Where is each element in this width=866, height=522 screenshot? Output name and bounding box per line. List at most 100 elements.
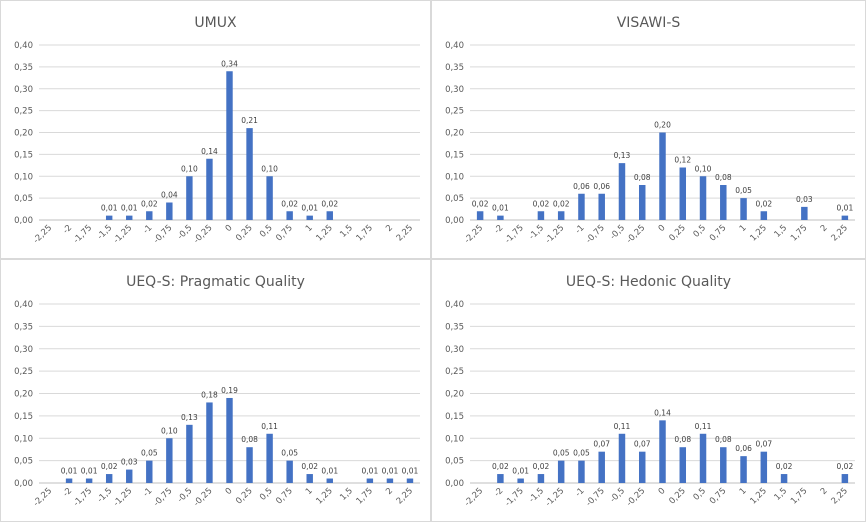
data-label: 0,01 (61, 467, 78, 476)
data-label: 0,02 (533, 199, 550, 208)
data-label: 0,02 (321, 199, 338, 208)
bar-umux-4 (126, 215, 133, 220)
data-label: 0,02 (492, 462, 509, 471)
y-tick-label: 0,15 (14, 412, 33, 422)
y-tick-label: 0,05 (14, 457, 33, 467)
data-label: 0,01 (362, 467, 379, 476)
bar-ueq-s-pragmatic-5 (146, 460, 153, 483)
x-tick-label: 1,5 (338, 223, 355, 240)
bar-ueq-s-pragmatic-12 (286, 460, 293, 483)
bar-visawi-s-3 (537, 211, 545, 220)
data-label: 0,21 (241, 116, 258, 125)
x-tick-label: 0,5 (258, 486, 275, 503)
bar-ueq-s-pragmatic-2 (85, 478, 93, 483)
x-tick-label: -1,75 (503, 223, 526, 246)
data-label: 0,02 (101, 462, 118, 471)
bar-umux-3 (105, 215, 113, 220)
bar-ueq-s-hedonic-13 (740, 456, 747, 483)
x-tick-label: -2,25 (463, 486, 486, 509)
y-tick-label: 0,00 (14, 479, 33, 489)
x-tick-label: 1,25 (314, 486, 334, 506)
x-tick-label: 0,5 (692, 486, 709, 503)
x-tick-label: 0 (224, 486, 235, 497)
bar-umux-9 (226, 71, 233, 220)
bar-ueq-s-pragmatic-3 (105, 474, 113, 483)
bar-visawi-s-18 (841, 215, 849, 220)
y-tick-label: 0,10 (445, 172, 464, 182)
bar-ueq-s-pragmatic-14 (326, 478, 333, 483)
x-tick-label: -2,25 (32, 486, 55, 509)
bar-ueq-s-pragmatic-8 (206, 402, 213, 483)
data-label: 0,18 (201, 390, 218, 399)
data-label: 0,10 (181, 164, 198, 173)
bar-ueq-s-hedonic-14 (760, 451, 768, 483)
x-tick-label: 1 (738, 223, 749, 234)
data-label: 0,06 (593, 182, 610, 191)
data-label: 0,07 (593, 440, 610, 449)
bar-umux-11 (266, 176, 273, 220)
data-label: 0,02 (472, 199, 489, 208)
bar-visawi-s-6 (598, 193, 605, 220)
x-tick-label: -0,75 (584, 223, 607, 246)
y-tick-label: 0,30 (14, 345, 33, 355)
y-tick-label: 0,35 (445, 63, 464, 73)
x-tick-label: 0 (657, 486, 668, 497)
data-label: 0,12 (674, 156, 691, 165)
chart-panel-ueq-s-hedonic: UEQ-S: Hedonic Quality 0,00 0,05 0,10 0,15 0,… (432, 260, 865, 521)
data-label: 0,10 (695, 164, 712, 173)
y-tick-label: 0,05 (445, 457, 464, 467)
x-tick-label: -2,25 (32, 223, 55, 246)
bar-umux-6 (166, 202, 173, 220)
y-tick-label: 0,30 (445, 345, 464, 355)
y-tick-label: 0,10 (14, 172, 33, 182)
data-label: 0,19 (221, 386, 238, 395)
bar-visawi-s-8 (638, 185, 646, 220)
x-tick-label: -0,75 (152, 223, 175, 246)
y-tick-label: 0,20 (445, 390, 464, 400)
bar-visawi-s-4 (557, 211, 565, 220)
chart-umux: UMUX 0,00 0,05 0,10 0,15 0,20 0,25 0,30 0,35 0,40… (14, 15, 420, 246)
x-tick-label: -0,75 (152, 486, 175, 509)
bar-ueq-s-hedonic-7 (618, 433, 626, 483)
x-tick-label: -1,75 (72, 223, 95, 246)
x-tick-label: 2,25 (830, 486, 850, 506)
data-label: 0,08 (674, 435, 691, 444)
bar-visawi-s-10 (679, 167, 687, 220)
bar-ueq-s-pragmatic-17 (386, 478, 394, 483)
bar-umux-7 (186, 176, 193, 220)
data-label: 0,07 (755, 440, 772, 449)
bar-umux-10 (246, 128, 253, 220)
bar-umux-5 (146, 211, 153, 220)
x-tick-label: 1 (738, 486, 749, 497)
data-label: 0,11 (695, 422, 712, 431)
data-label: 0,08 (241, 435, 258, 444)
data-label: 0,02 (755, 199, 772, 208)
data-label: 0,08 (715, 435, 732, 444)
chart-title-ueq-s-pragmatic: UEQ-S: Pragmatic Quality (126, 274, 305, 290)
data-label: 0,05 (141, 449, 158, 458)
data-label: 0,08 (715, 173, 732, 182)
x-tick-label: -1,25 (544, 486, 567, 509)
bar-visawi-s-14 (760, 211, 768, 220)
x-tick-label: 1,25 (314, 223, 334, 243)
data-label: 0,05 (553, 449, 570, 458)
y-tick-label: 0,15 (445, 150, 464, 160)
x-tick-label: -2 (492, 486, 505, 499)
y-tick-label: 0,00 (14, 216, 33, 226)
x-tick-label: 0 (657, 223, 668, 234)
data-label: 0,05 (281, 449, 298, 458)
y-tick-label: 0,05 (14, 194, 33, 204)
data-label: 0,34 (221, 59, 238, 68)
x-tick-label: 2 (819, 486, 830, 497)
data-label: 0,01 (512, 467, 529, 476)
data-label: 0,02 (837, 462, 854, 471)
x-tick-label: 0,25 (667, 223, 687, 243)
bar-ueq-s-pragmatic-13 (306, 474, 313, 483)
data-label: 0,14 (201, 147, 218, 156)
x-tick-label: -2,25 (463, 223, 486, 246)
data-label: 0,14 (654, 408, 671, 417)
bar-ueq-s-hedonic-5 (578, 460, 585, 483)
bar-ueq-s-pragmatic-7 (186, 424, 193, 483)
data-label: 0,10 (261, 164, 278, 173)
data-label: 0,06 (573, 182, 590, 191)
